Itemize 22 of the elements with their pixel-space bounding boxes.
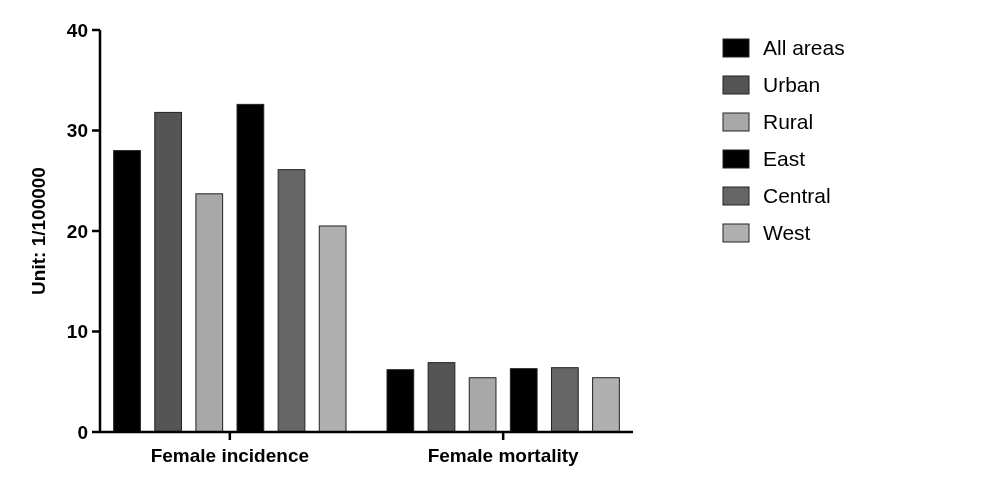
y-tick-label: 10 [66,321,88,343]
bar [592,377,620,433]
bar [318,225,347,433]
bar [277,169,306,433]
x-tick-label: Female incidence [150,445,310,466]
bar [195,193,224,433]
bar [468,377,497,433]
legend-label: Rural [763,110,814,134]
legend-label: Central [763,184,831,208]
legend-label: East [763,147,806,171]
y-tick-label: 20 [66,220,88,242]
bar [550,367,579,433]
y-tick-label: 40 [66,19,88,41]
bar [154,111,183,433]
legend-label: All areas [763,36,845,60]
y-tick-label: 0 [77,421,88,443]
legend-label: Urban [763,73,821,97]
bar [427,362,456,433]
y-axis-title: Unit: 1/100000 [28,167,49,295]
y-tick-label: 30 [66,120,88,142]
legend-label: West [763,221,811,245]
x-tick-label: Female mortality [427,445,580,466]
